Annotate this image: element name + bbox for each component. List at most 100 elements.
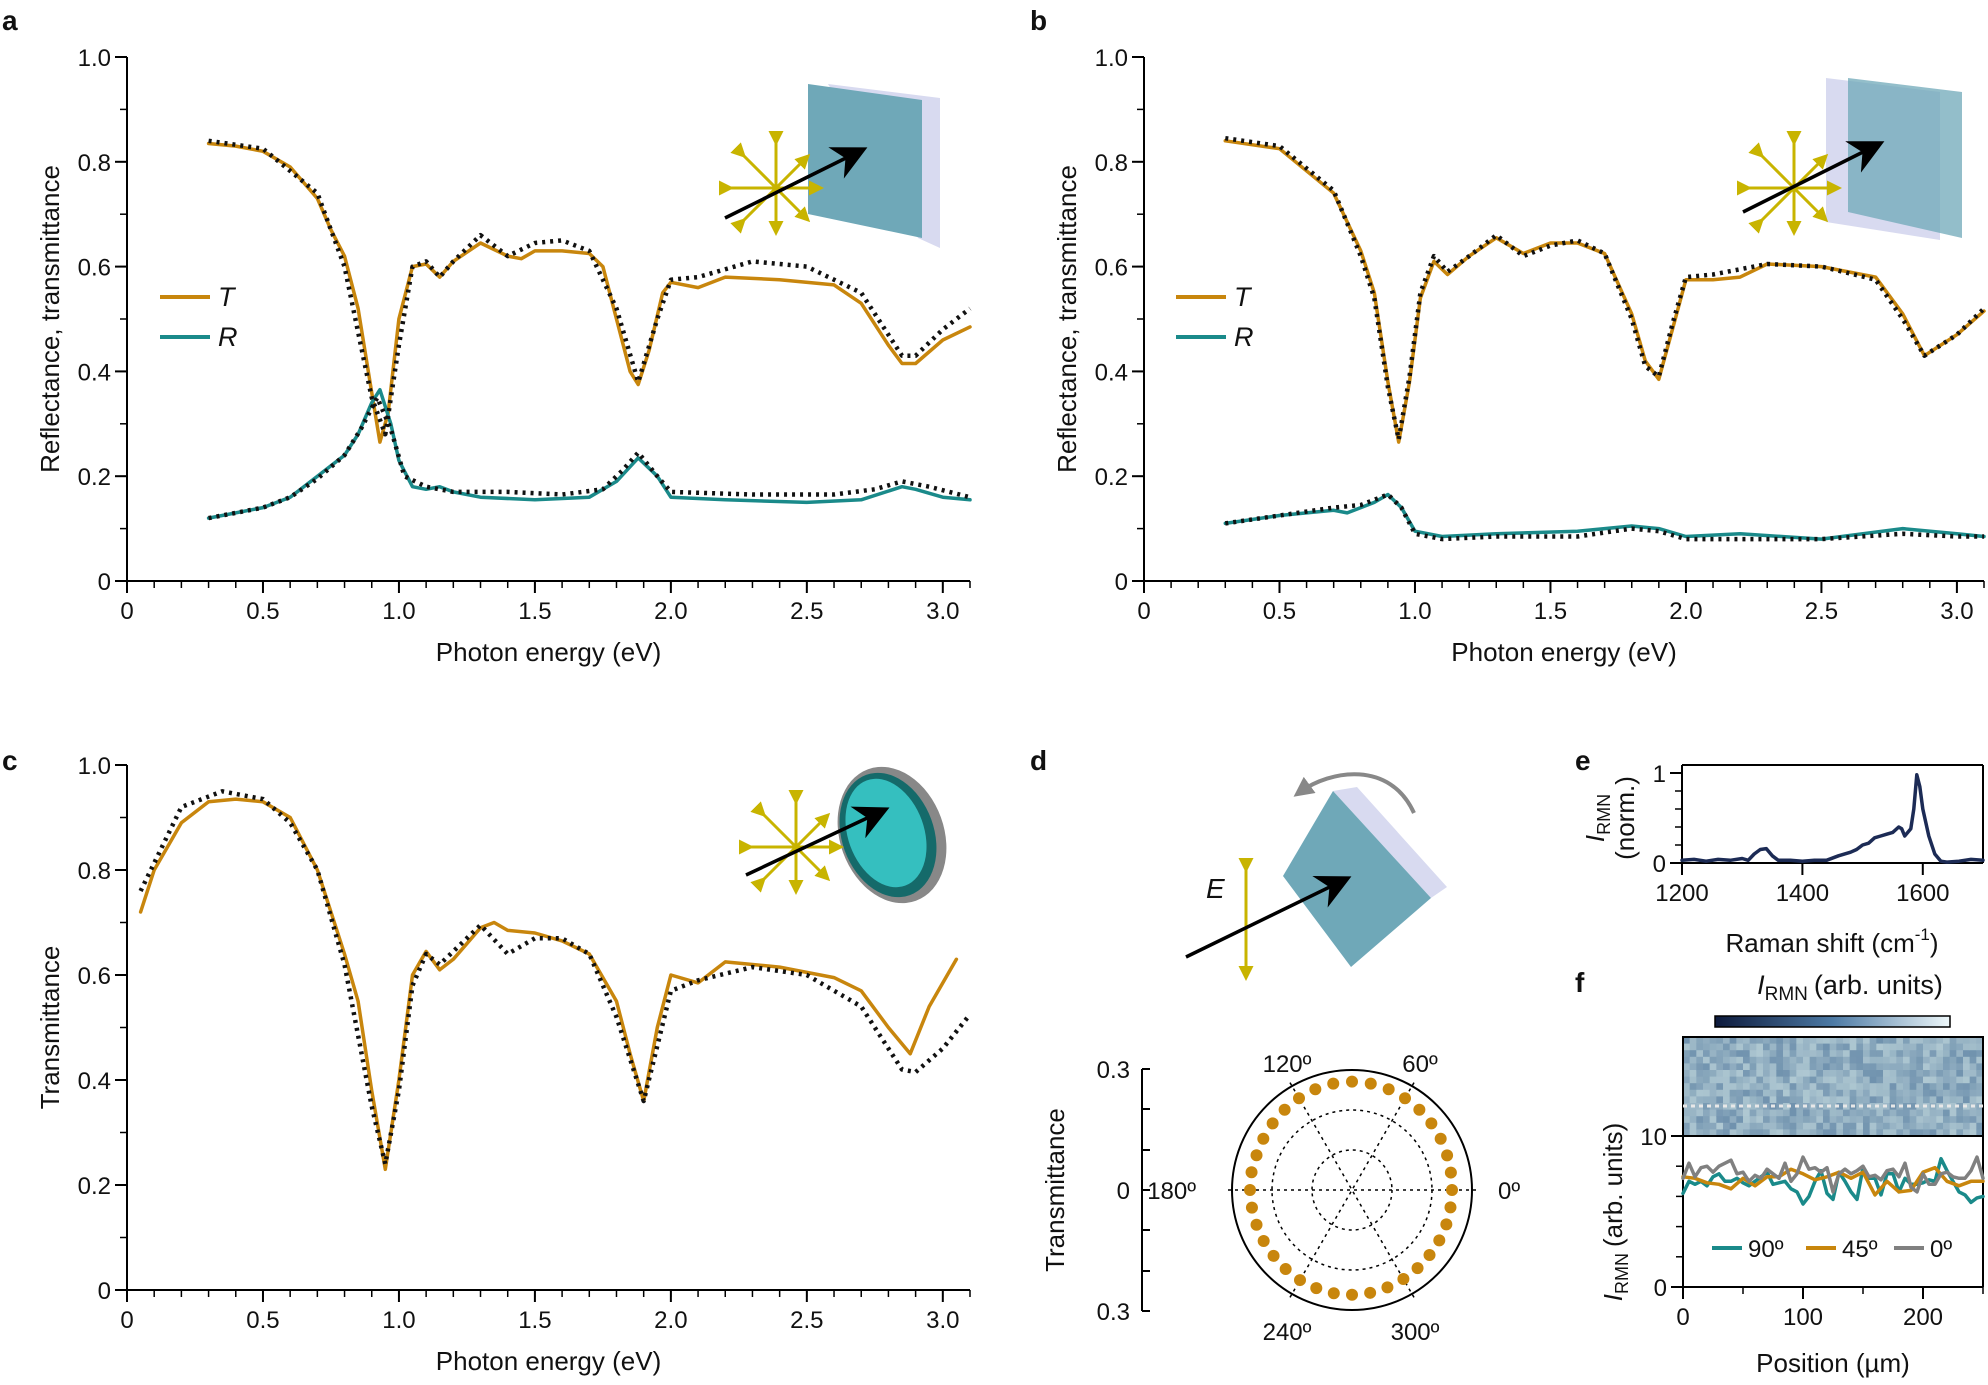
heatmap-cell — [1949, 1063, 1957, 1071]
heatmap-cell — [1956, 1043, 1964, 1051]
heatmap-cell — [1889, 1037, 1897, 1045]
heatmap-cell — [1716, 1063, 1724, 1071]
heatmap-cell — [1889, 1116, 1897, 1124]
chart-e: 1200 1400 1600 0 1 — [1653, 761, 1985, 907]
heatmap-cell — [1763, 1096, 1771, 1104]
heatmap-cell — [1936, 1056, 1944, 1064]
heatmap-cell — [1876, 1076, 1884, 1084]
heatmap-cell — [1963, 1050, 1971, 1058]
heatmap-cell — [1883, 1129, 1891, 1137]
heatmap-cell — [1823, 1070, 1831, 1078]
heatmap-cell — [1969, 1129, 1977, 1137]
y-tick-label: 0.4 — [78, 359, 111, 386]
heatmap-cell — [1816, 1129, 1824, 1137]
polar-data-point — [1364, 1077, 1377, 1090]
heatmap-cell — [1803, 1063, 1811, 1071]
heatmap-cell — [1703, 1129, 1711, 1137]
heatmap-cell — [1849, 1043, 1857, 1051]
heatmap-cell — [1936, 1122, 1944, 1130]
heatmap-cell — [1683, 1109, 1691, 1117]
legend-label-deg45: 45º — [1842, 1236, 1878, 1263]
heatmap-cell — [1936, 1083, 1944, 1091]
heatmap-cell — [1869, 1050, 1877, 1058]
heatmap-cell — [1869, 1037, 1877, 1045]
heatmap-cell — [1809, 1129, 1817, 1137]
heatmap-cell — [1956, 1116, 1964, 1124]
heatmap-cell — [1696, 1076, 1704, 1084]
heatmap-cell — [1783, 1109, 1791, 1117]
x-axis-label: Photon energy (eV) — [1451, 637, 1676, 667]
series-line-fit-3 — [1224, 492, 1984, 542]
y-label-sub: RMN — [1594, 794, 1614, 835]
heatmap-cell — [1916, 1070, 1924, 1078]
heatmap-cell — [1756, 1103, 1764, 1111]
y-tick-label: 0.3 — [1097, 1299, 1130, 1326]
heatmap-cell — [1763, 1050, 1771, 1058]
x-tick-label: 1.5 — [1534, 598, 1567, 625]
heatmap-cell — [1969, 1056, 1977, 1064]
polar-data-point — [1446, 1184, 1458, 1196]
y-tick-label: 1 — [1653, 761, 1666, 788]
heatmap-cell — [1729, 1063, 1737, 1071]
heatmap-cell — [1903, 1089, 1911, 1097]
heatmap-cell — [1976, 1050, 1984, 1058]
series-line-fit-2 — [1224, 135, 1986, 442]
heatmap-cell — [1869, 1109, 1877, 1117]
x-tick-label: 0 — [1137, 598, 1150, 625]
heatmap-cell — [1709, 1063, 1717, 1071]
heatmap-cell — [1803, 1122, 1811, 1130]
x-axis-label: Position (µm) — [1756, 1348, 1910, 1378]
heatmap-cell — [1703, 1070, 1711, 1078]
heatmap-cell — [1683, 1063, 1691, 1071]
heatmap-cell — [1876, 1103, 1884, 1111]
series-line-measured-0 — [1680, 773, 1985, 864]
heatmap-cell — [1936, 1129, 1944, 1137]
heatmap-cell — [1963, 1129, 1971, 1137]
heatmap-cell — [1956, 1096, 1964, 1104]
heatmap-cell — [1829, 1076, 1837, 1084]
heatmap-cell — [1956, 1056, 1964, 1064]
heatmap-cell — [1789, 1103, 1797, 1111]
heatmap-cell — [1683, 1076, 1691, 1084]
heatmap-cell — [1789, 1129, 1797, 1137]
heatmap-cell — [1683, 1096, 1691, 1104]
heatmap-cell — [1909, 1076, 1917, 1084]
heatmap-cell — [1909, 1089, 1917, 1097]
y-tick-label: 0.8 — [78, 858, 111, 885]
y-tick-label: 0.2 — [1095, 464, 1128, 491]
heatmap-cell — [1876, 1056, 1884, 1064]
heatmap-cell — [1903, 1122, 1911, 1130]
heatmap-cell — [1823, 1103, 1831, 1111]
heatmap-cell — [1956, 1089, 1964, 1097]
heatmap-cell — [1923, 1089, 1931, 1097]
heatmap-cell — [1709, 1070, 1717, 1078]
heatmap-cell — [1816, 1076, 1824, 1084]
heatmap-cell — [1776, 1070, 1784, 1078]
heatmap-cell — [1689, 1122, 1697, 1130]
heatmap-cell — [1836, 1116, 1844, 1124]
heatmap-cell — [1896, 1063, 1904, 1071]
heatmap-cell — [1789, 1089, 1797, 1097]
heatmap-cell — [1749, 1122, 1757, 1130]
y-tick-label: 0 — [98, 1278, 111, 1305]
heatmap-cell — [1976, 1122, 1984, 1130]
heatmap-cell — [1876, 1037, 1884, 1045]
heatmap-cell — [1829, 1103, 1837, 1111]
heatmap-cell — [1956, 1129, 1964, 1137]
heatmap-cell — [1876, 1089, 1884, 1097]
chart-b: 0 0.5 1.0 1.5 2.0 2.5 3.0 0 0.2 0.4 0.6 0.8 1.0 — [1095, 45, 1986, 625]
heatmap-cell — [1836, 1103, 1844, 1111]
heatmap-cell — [1923, 1122, 1931, 1130]
heatmap-cell — [1863, 1089, 1871, 1097]
heatmap-cell — [1843, 1037, 1851, 1045]
heatmap-cell — [1809, 1037, 1817, 1045]
heatmap-cell — [1796, 1043, 1804, 1051]
heatmap-cell — [1736, 1129, 1744, 1137]
heatmap-cell — [1723, 1122, 1731, 1130]
heatmap-cell — [1943, 1096, 1951, 1104]
heatmap-cell — [1696, 1043, 1704, 1051]
heatmap-cell — [1876, 1043, 1884, 1051]
chart-c: 0 0.5 1.0 1.5 2.0 2.5 3.0 0 0.2 0.4 0.6 0.8 1.0 — [78, 753, 972, 1334]
heatmap-cell — [1823, 1129, 1831, 1137]
heatmap-cell — [1956, 1037, 1964, 1045]
